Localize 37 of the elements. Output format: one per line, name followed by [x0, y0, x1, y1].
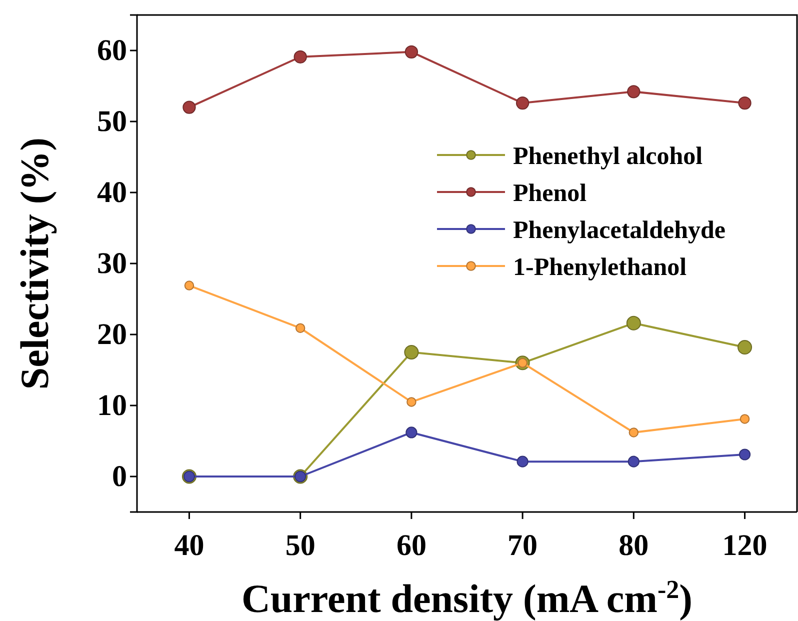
point: [740, 414, 750, 424]
y-tick-label: 10: [97, 389, 127, 422]
point: [294, 50, 307, 64]
point: [627, 85, 640, 98]
y-tick-label: 60: [97, 34, 127, 68]
point: [738, 448, 751, 460]
x-tick-label: 80: [618, 529, 649, 562]
legend-label: Phenethyl alcohol: [513, 143, 703, 170]
x-tick-label: 40: [174, 529, 204, 562]
point: [406, 426, 418, 438]
point: [628, 456, 640, 468]
point: [516, 456, 528, 468]
legend-label: 1-Phenylethanol: [513, 254, 687, 281]
x-axis-title: Current density (mA cm$^{-2}$): [242, 574, 692, 621]
point: [404, 45, 418, 58]
point: [738, 340, 752, 355]
point: [516, 96, 530, 110]
point: [404, 344, 419, 360]
y-tick-label: 20: [97, 318, 127, 352]
x-tick-label: 70: [508, 529, 538, 562]
y-tick-label: 0: [112, 460, 127, 494]
point: [738, 96, 752, 110]
legend-label: Phenol: [513, 180, 587, 207]
point: [628, 428, 639, 438]
y-tick-label: 40: [97, 176, 127, 210]
point: [295, 323, 306, 333]
legend-label: Phenylacetaldehyde: [513, 217, 726, 244]
point: [182, 100, 196, 114]
y-axis-title: Selectivity (%): [12, 137, 57, 390]
y-tick-label: 50: [97, 105, 127, 138]
x-tick-label: 50: [285, 529, 316, 562]
point: [626, 316, 641, 330]
point: [184, 280, 194, 290]
point: [406, 397, 416, 407]
x-tick-label: 60: [396, 529, 426, 562]
x-tick-label: 120: [722, 529, 768, 562]
y-tick-label: 30: [97, 247, 127, 280]
